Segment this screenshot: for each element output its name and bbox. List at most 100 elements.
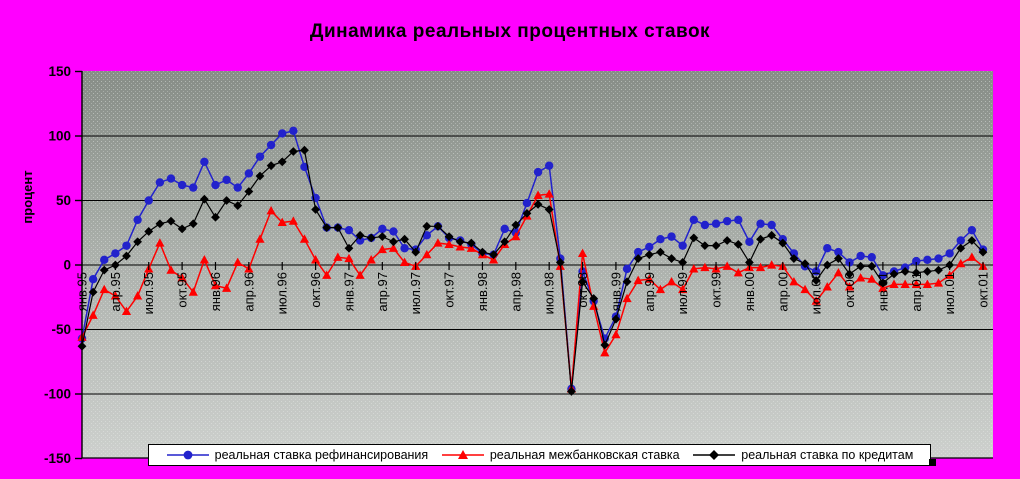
marker-interbank (377, 244, 387, 254)
marker-credit (233, 201, 243, 211)
marker-refinancing (945, 249, 954, 258)
x-tick-label: июл.96 (275, 272, 290, 314)
marker-refinancing (200, 157, 209, 166)
marker-refinancing (912, 256, 921, 266)
marker-refinancing (734, 215, 743, 225)
marker-refinancing (111, 249, 120, 258)
marker-credit (578, 277, 587, 287)
marker-credit (555, 258, 565, 267)
marker-refinancing (222, 175, 231, 185)
x-tick-label: июл.01 (942, 272, 957, 314)
marker-interbank (399, 257, 410, 267)
marker-credit (166, 216, 176, 226)
marker-interbank (222, 283, 232, 292)
x-tick-label: июл.00 (809, 272, 824, 314)
marker-interbank (822, 282, 832, 291)
marker-interbank (789, 276, 799, 286)
legend-label: реальная ставка рефинансирования (214, 448, 429, 462)
marker-interbank (900, 279, 910, 288)
marker-refinancing (956, 236, 965, 245)
marker-credit (455, 237, 465, 247)
marker-credit (122, 251, 131, 261)
corner-handle (929, 459, 936, 466)
x-tick-label: апр.98 (508, 272, 523, 312)
marker-refinancing (144, 196, 153, 205)
marker-interbank (288, 216, 298, 225)
x-tick-label: июл.95 (141, 272, 156, 314)
legend-label: реальная ставка по кредитам (741, 448, 914, 462)
x-tick-label: янв.97 (341, 272, 356, 311)
marker-refinancing (533, 167, 543, 177)
marker-refinancing (233, 183, 242, 192)
marker-refinancing (834, 247, 843, 257)
marker-credit (255, 171, 265, 181)
marker-refinancing (711, 219, 721, 228)
marker-credit (956, 243, 966, 253)
marker-credit (822, 260, 832, 270)
marker-credit (767, 230, 777, 240)
marker-refinancing (133, 215, 142, 225)
marker-credit (277, 157, 287, 167)
marker-credit (967, 236, 977, 245)
marker-refinancing (811, 267, 821, 276)
x-tick-label: окт.99 (709, 272, 724, 308)
x-tick-label: янв.96 (208, 272, 223, 311)
legend-item-credit: реальная ставка по кредитам (692, 448, 913, 462)
marker-refinancing (255, 152, 265, 161)
marker-refinancing (166, 174, 176, 183)
marker-refinancing (400, 244, 409, 253)
marker-credit (711, 241, 721, 251)
marker-credit (99, 265, 109, 275)
x-tick-label: июл.97 (408, 272, 423, 314)
marker-refinancing (88, 274, 98, 284)
marker-interbank (166, 265, 176, 274)
legend-label: реальная межбанковская ставка (489, 448, 680, 462)
marker-interbank (767, 260, 777, 269)
marker-credit (544, 205, 554, 214)
marker-refinancing (278, 129, 287, 138)
marker-credit (934, 265, 943, 275)
marker-refinancing (378, 224, 387, 234)
marker-interbank (600, 347, 610, 357)
x-tick-label: апр.95 (108, 272, 123, 312)
marker-refinancing (756, 219, 765, 228)
marker-credit (622, 277, 632, 287)
x-tick-label: окт.97 (442, 272, 457, 308)
marker-refinancing (767, 220, 776, 230)
marker-credit (133, 237, 143, 247)
marker-refinancing (422, 231, 432, 240)
marker-credit (88, 287, 98, 297)
marker-interbank (344, 253, 354, 263)
marker-refinancing (544, 161, 554, 170)
marker-credit (789, 254, 799, 263)
marker-credit (466, 238, 476, 248)
marker-refinancing (722, 216, 732, 226)
marker-credit (689, 233, 699, 243)
marker-credit (489, 250, 498, 260)
marker-interbank (856, 273, 866, 282)
marker-refinancing (211, 180, 220, 190)
marker-refinancing (122, 241, 131, 250)
marker-interbank (466, 243, 476, 252)
y-tick-label: -150 (44, 451, 71, 466)
marker-interbank (945, 270, 955, 279)
marker-credit (311, 205, 320, 214)
y-tick-label: -100 (44, 387, 71, 402)
marker-interbank (88, 310, 98, 319)
marker-refinancing (244, 169, 254, 178)
series-line-interbank (81, 193, 984, 389)
marker-interbank (833, 267, 843, 277)
y-tick-label: 0 (63, 258, 71, 273)
marker-interbank (755, 262, 766, 272)
x-tick-label: янв.99 (608, 272, 623, 311)
marker-interbank (633, 275, 643, 285)
marker-refinancing (500, 224, 509, 234)
marker-credit (389, 237, 398, 247)
marker-interbank (511, 231, 521, 241)
marker-interbank (255, 234, 265, 243)
marker-interbank (655, 284, 666, 294)
marker-interbank (444, 239, 454, 248)
x-tick-label: апр.99 (642, 272, 657, 312)
marker-refinancing (189, 183, 198, 192)
